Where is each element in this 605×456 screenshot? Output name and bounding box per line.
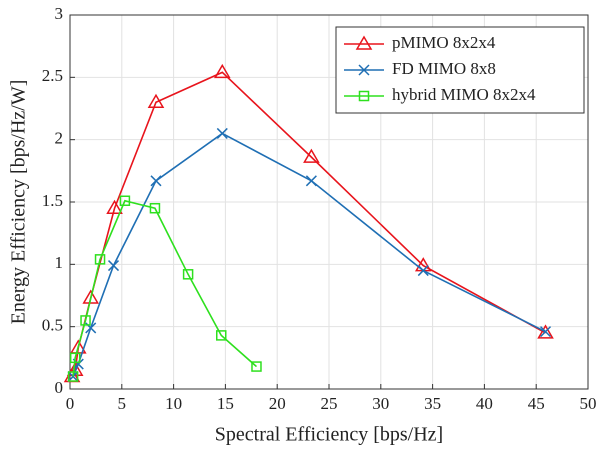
marker [82, 289, 100, 304]
marker [107, 260, 120, 272]
x-tick-label: 30 [372, 394, 389, 413]
marker [182, 269, 194, 280]
marker [69, 352, 81, 364]
x-tick-label: 25 [321, 394, 338, 413]
marker [539, 326, 552, 338]
marker [119, 195, 131, 207]
marker [417, 265, 429, 277]
marker [149, 202, 161, 214]
marker [213, 63, 231, 79]
y-tick-label: 2.5 [42, 66, 63, 85]
legend-label: FD MIMO 8x8 [392, 59, 496, 78]
series-line [72, 199, 258, 377]
marker [80, 315, 91, 326]
y-tick-label: 1.5 [42, 191, 63, 210]
legend-label: pMIMO 8x2x4 [392, 33, 496, 52]
marker [537, 324, 554, 339]
legend-marker [355, 35, 373, 50]
x-tick-label: 10 [165, 394, 182, 413]
plot-frame [69, 14, 589, 390]
marker [150, 175, 162, 187]
x-tick-label: 50 [580, 394, 597, 413]
x-tick-label: 0 [66, 394, 75, 413]
y-axis-label: Energy Efficiency [bps/Hz/W] [8, 80, 30, 325]
y-tick-label: 1 [55, 253, 64, 272]
legend-marker [358, 90, 370, 102]
x-tick-label: 45 [528, 394, 545, 413]
y-tick-label: 3 [55, 4, 64, 23]
marker [67, 371, 79, 382]
y-tick-label: 0 [55, 378, 64, 397]
marker [216, 330, 227, 341]
x-axis-label: Spectral Efficiency [bps/Hz] [215, 424, 443, 446]
y-tick-label: 0.5 [42, 316, 63, 335]
x-tick-label: 40 [476, 394, 493, 413]
x-tick-label: 35 [424, 394, 441, 413]
series-line [71, 71, 546, 377]
x-tick-label: 5 [118, 394, 127, 413]
marker [251, 361, 262, 372]
legend-marker [358, 64, 370, 76]
x-tick-label: 20 [269, 394, 286, 413]
marker [216, 127, 228, 139]
y-tick-label: 2 [55, 129, 64, 148]
marker [94, 254, 106, 265]
legend-label: hybrid MIMO 8x2x4 [392, 85, 536, 104]
x-tick-label: 15 [217, 394, 234, 413]
marker [303, 148, 320, 163]
marker [147, 93, 165, 109]
marker [305, 175, 317, 187]
marker [106, 199, 123, 214]
